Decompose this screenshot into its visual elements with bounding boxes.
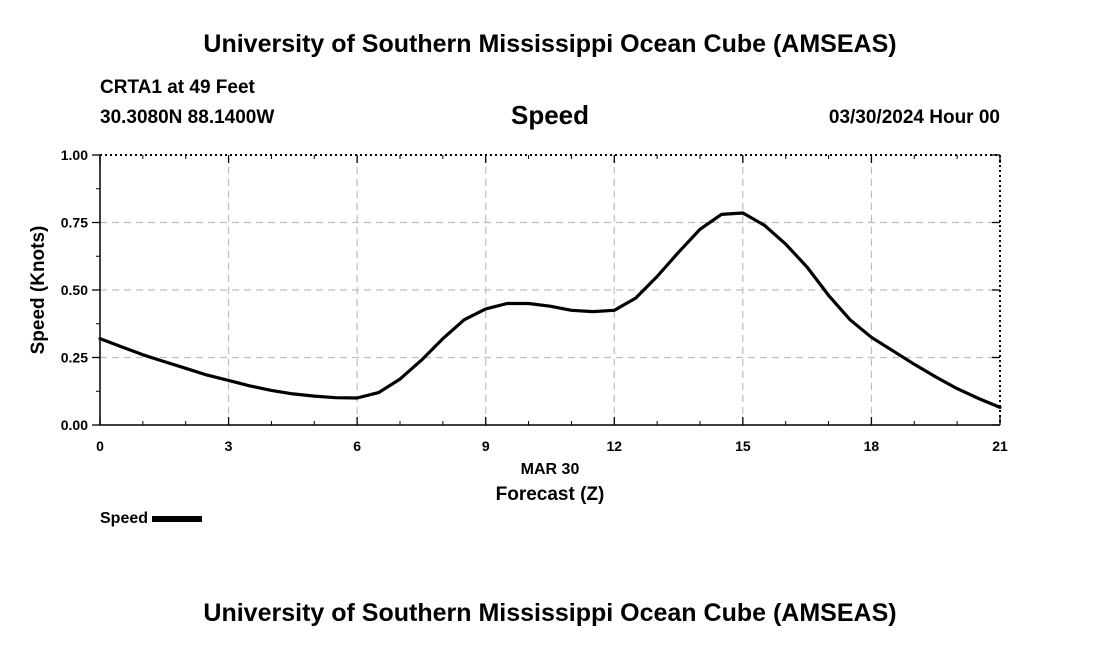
grid [100, 155, 1000, 425]
x-tick-label: 18 [864, 438, 880, 454]
x-tick-label: 12 [606, 438, 622, 454]
x-tick-label: 15 [735, 438, 751, 454]
x-axis-date: MAR 30 [521, 461, 580, 478]
y-tick-label: 0.75 [61, 215, 88, 231]
x-tick-label: 6 [353, 438, 361, 454]
y-tick-label: 0.25 [61, 350, 88, 366]
y-axis-title: Speed (Knots) [28, 226, 49, 355]
x-tick-label: 3 [225, 438, 233, 454]
x-axis-title: Forecast (Z) [496, 484, 605, 505]
chart-title: Speed [510, 100, 590, 130]
axes [92, 154, 1001, 426]
legend: Speed [100, 509, 203, 529]
page-title: University of Southern Mississippi Ocean… [203, 30, 897, 58]
series-layer [98, 211, 1002, 409]
y-tick-label: 1.00 [61, 147, 88, 163]
y-tick-label: 0.00 [61, 417, 88, 433]
legend-swatch [152, 516, 203, 522]
y-tick-label: 0.50 [61, 282, 88, 298]
legend-label: Speed [100, 510, 149, 527]
speed-series-line [98, 211, 1002, 409]
footer-title: University of Southern Mississippi Ocean… [203, 599, 897, 627]
forecast-datetime: 03/30/2024 Hour 00 [828, 107, 1000, 128]
axis-labels: 0 3 6 9 12 15 18 21 0.00 0.25 0.50 0.75 1.00 MAR 30 Fo… [28, 147, 1008, 505]
x-tick-label: 0 [96, 438, 104, 454]
x-tick-label: 9 [482, 438, 490, 454]
station-label: CRTA1 at 49 Feet [100, 77, 255, 98]
x-tick-label: 21 [992, 438, 1008, 454]
coordinates-label: 30.3080N 88.1400W [100, 107, 275, 128]
